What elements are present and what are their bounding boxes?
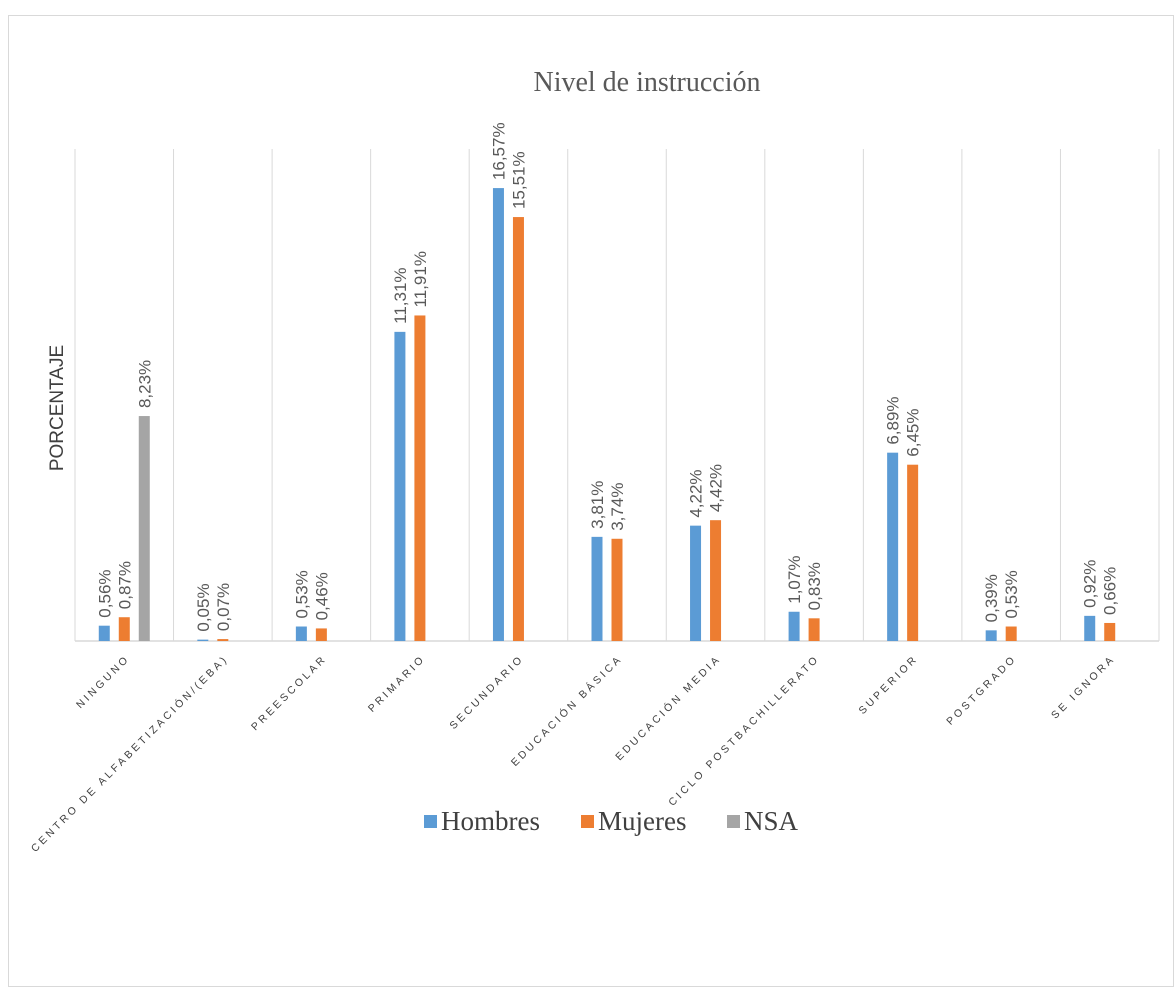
bar-hombres-centro-de-alfabetizacion-eba [197,639,209,641]
data-label-hombres-ninguno: 0,56% [95,569,114,617]
bar-mujeres-educacion-basica [611,538,623,641]
data-label-mujeres-centro-de-alfabetizacion-eba: 0,07% [214,583,233,631]
bar-hombres-postgrado [985,630,997,641]
legend-swatch-hombres [424,815,437,828]
x-tick-label-postgrado: POSTGRADO [944,653,1019,728]
data-label-hombres-educacion-media: 4,22% [687,469,706,517]
data-label-mujeres-superior: 6,45% [904,408,923,456]
bar-hombres-secundario [492,188,504,641]
legend-label-mujeres: Mujeres [598,806,686,836]
bar-mujeres-ciclo-postbachillerato [808,618,820,641]
bar-mujeres-educacion-media [710,520,722,641]
bar-hombres-preescolar [295,626,307,641]
data-label-hombres-ciclo-postbachillerato: 1,07% [785,556,804,604]
data-label-nsa-ninguno: 8,23% [135,360,154,408]
data-label-mujeres-ciclo-postbachillerato: 0,83% [805,562,824,610]
data-label-hombres-preescolar: 0,53% [292,570,311,618]
legend-swatch-nsa [727,815,740,828]
bar-hombres-educacion-media [690,525,702,641]
x-tick-label-ciclo-postbachillerato: CICLO POSTBACHILLERATO [666,653,822,809]
x-tick-label-superior: SUPERIOR [857,653,921,717]
data-label-mujeres-postgrado: 0,53% [1002,570,1021,618]
data-label-mujeres-secundario: 15,51% [509,151,528,209]
data-label-mujeres-preescolar: 0,46% [312,572,331,620]
bar-hombres-ciclo-postbachillerato [788,611,800,641]
data-label-mujeres-primario: 11,91% [411,251,430,307]
data-labels: 0,56% 0,87%8,23%0,05% 0,07% 0,53% 0,46%11,31… [95,122,1119,631]
legend-label-nsa: NSA [744,806,799,836]
bar-hombres-se-ignora [1084,615,1096,641]
data-label-hombres-se-ignora: 0,92% [1081,560,1100,608]
bar-hombres-primario [394,331,406,641]
x-tick-label-educacion-basica: EDUCACIÓN BÁSICA [508,652,625,769]
bar-mujeres-superior [907,464,919,641]
x-tick-label-preescolar: PREESCOLAR [249,653,329,733]
legend-swatch-mujeres [581,815,594,828]
data-label-mujeres-educacion-media: 4,42% [707,464,726,512]
data-label-mujeres-educacion-basica: 3,74% [608,483,627,531]
bar-mujeres-ninguno [118,617,130,641]
bar-mujeres-preescolar [315,628,327,641]
x-tick-label-ninguno: NINGUNO [74,653,132,711]
legend-label-hombres: Hombres [441,806,540,836]
chart-title: Nivel de instrucción [533,67,760,98]
x-tick-label-se-ignora: SE IGNORA [1049,653,1118,722]
x-tick-label-primario: PRIMARIO [366,653,428,715]
data-label-hombres-centro-de-alfabetizacion-eba: 0,05% [194,583,213,631]
bar-mujeres-se-ignora [1104,622,1116,641]
x-tick-label-centro-de-alfabetizacion-eba: CENTRO DE ALFABETIZACIÓN/(EBA) [28,652,231,855]
data-label-hombres-primario: 11,31% [391,267,410,323]
bar-mujeres-secundario [512,217,524,641]
data-label-hombres-secundario: 16,57% [489,122,508,180]
x-tick-label-secundario: SECUNDARIO [447,653,526,732]
data-label-hombres-superior: 6,89% [884,396,903,444]
legend: Hombres Mujeres NSA [424,806,799,836]
chart-svg: Nivel de instrucción PORCENTAJE 0,56% 0,8… [28,67,1160,855]
bar-hombres-superior [887,452,899,641]
data-label-hombres-educacion-basica: 3,81% [588,481,607,529]
bar-hombres-ninguno [98,625,110,641]
x-tick-label-educacion-media: EDUCACIÓN MEDIA [613,652,724,763]
data-label-mujeres-se-ignora: 0,66% [1101,567,1120,615]
bars [98,188,1116,641]
chart-frame: Nivel de instrucción PORCENTAJE 0,56% 0,8… [8,15,1174,987]
bar-mujeres-postgrado [1005,626,1017,641]
y-axis-label: PORCENTAJE [47,345,68,471]
data-label-hombres-postgrado: 0,39% [982,574,1001,622]
bar-hombres-educacion-basica [591,536,603,641]
bar-mujeres-centro-de-alfabetizacion-eba [217,639,229,641]
data-label-mujeres-ninguno: 0,87% [115,561,134,609]
bar-mujeres-primario [414,315,426,641]
bar-nsa-ninguno [138,416,150,641]
